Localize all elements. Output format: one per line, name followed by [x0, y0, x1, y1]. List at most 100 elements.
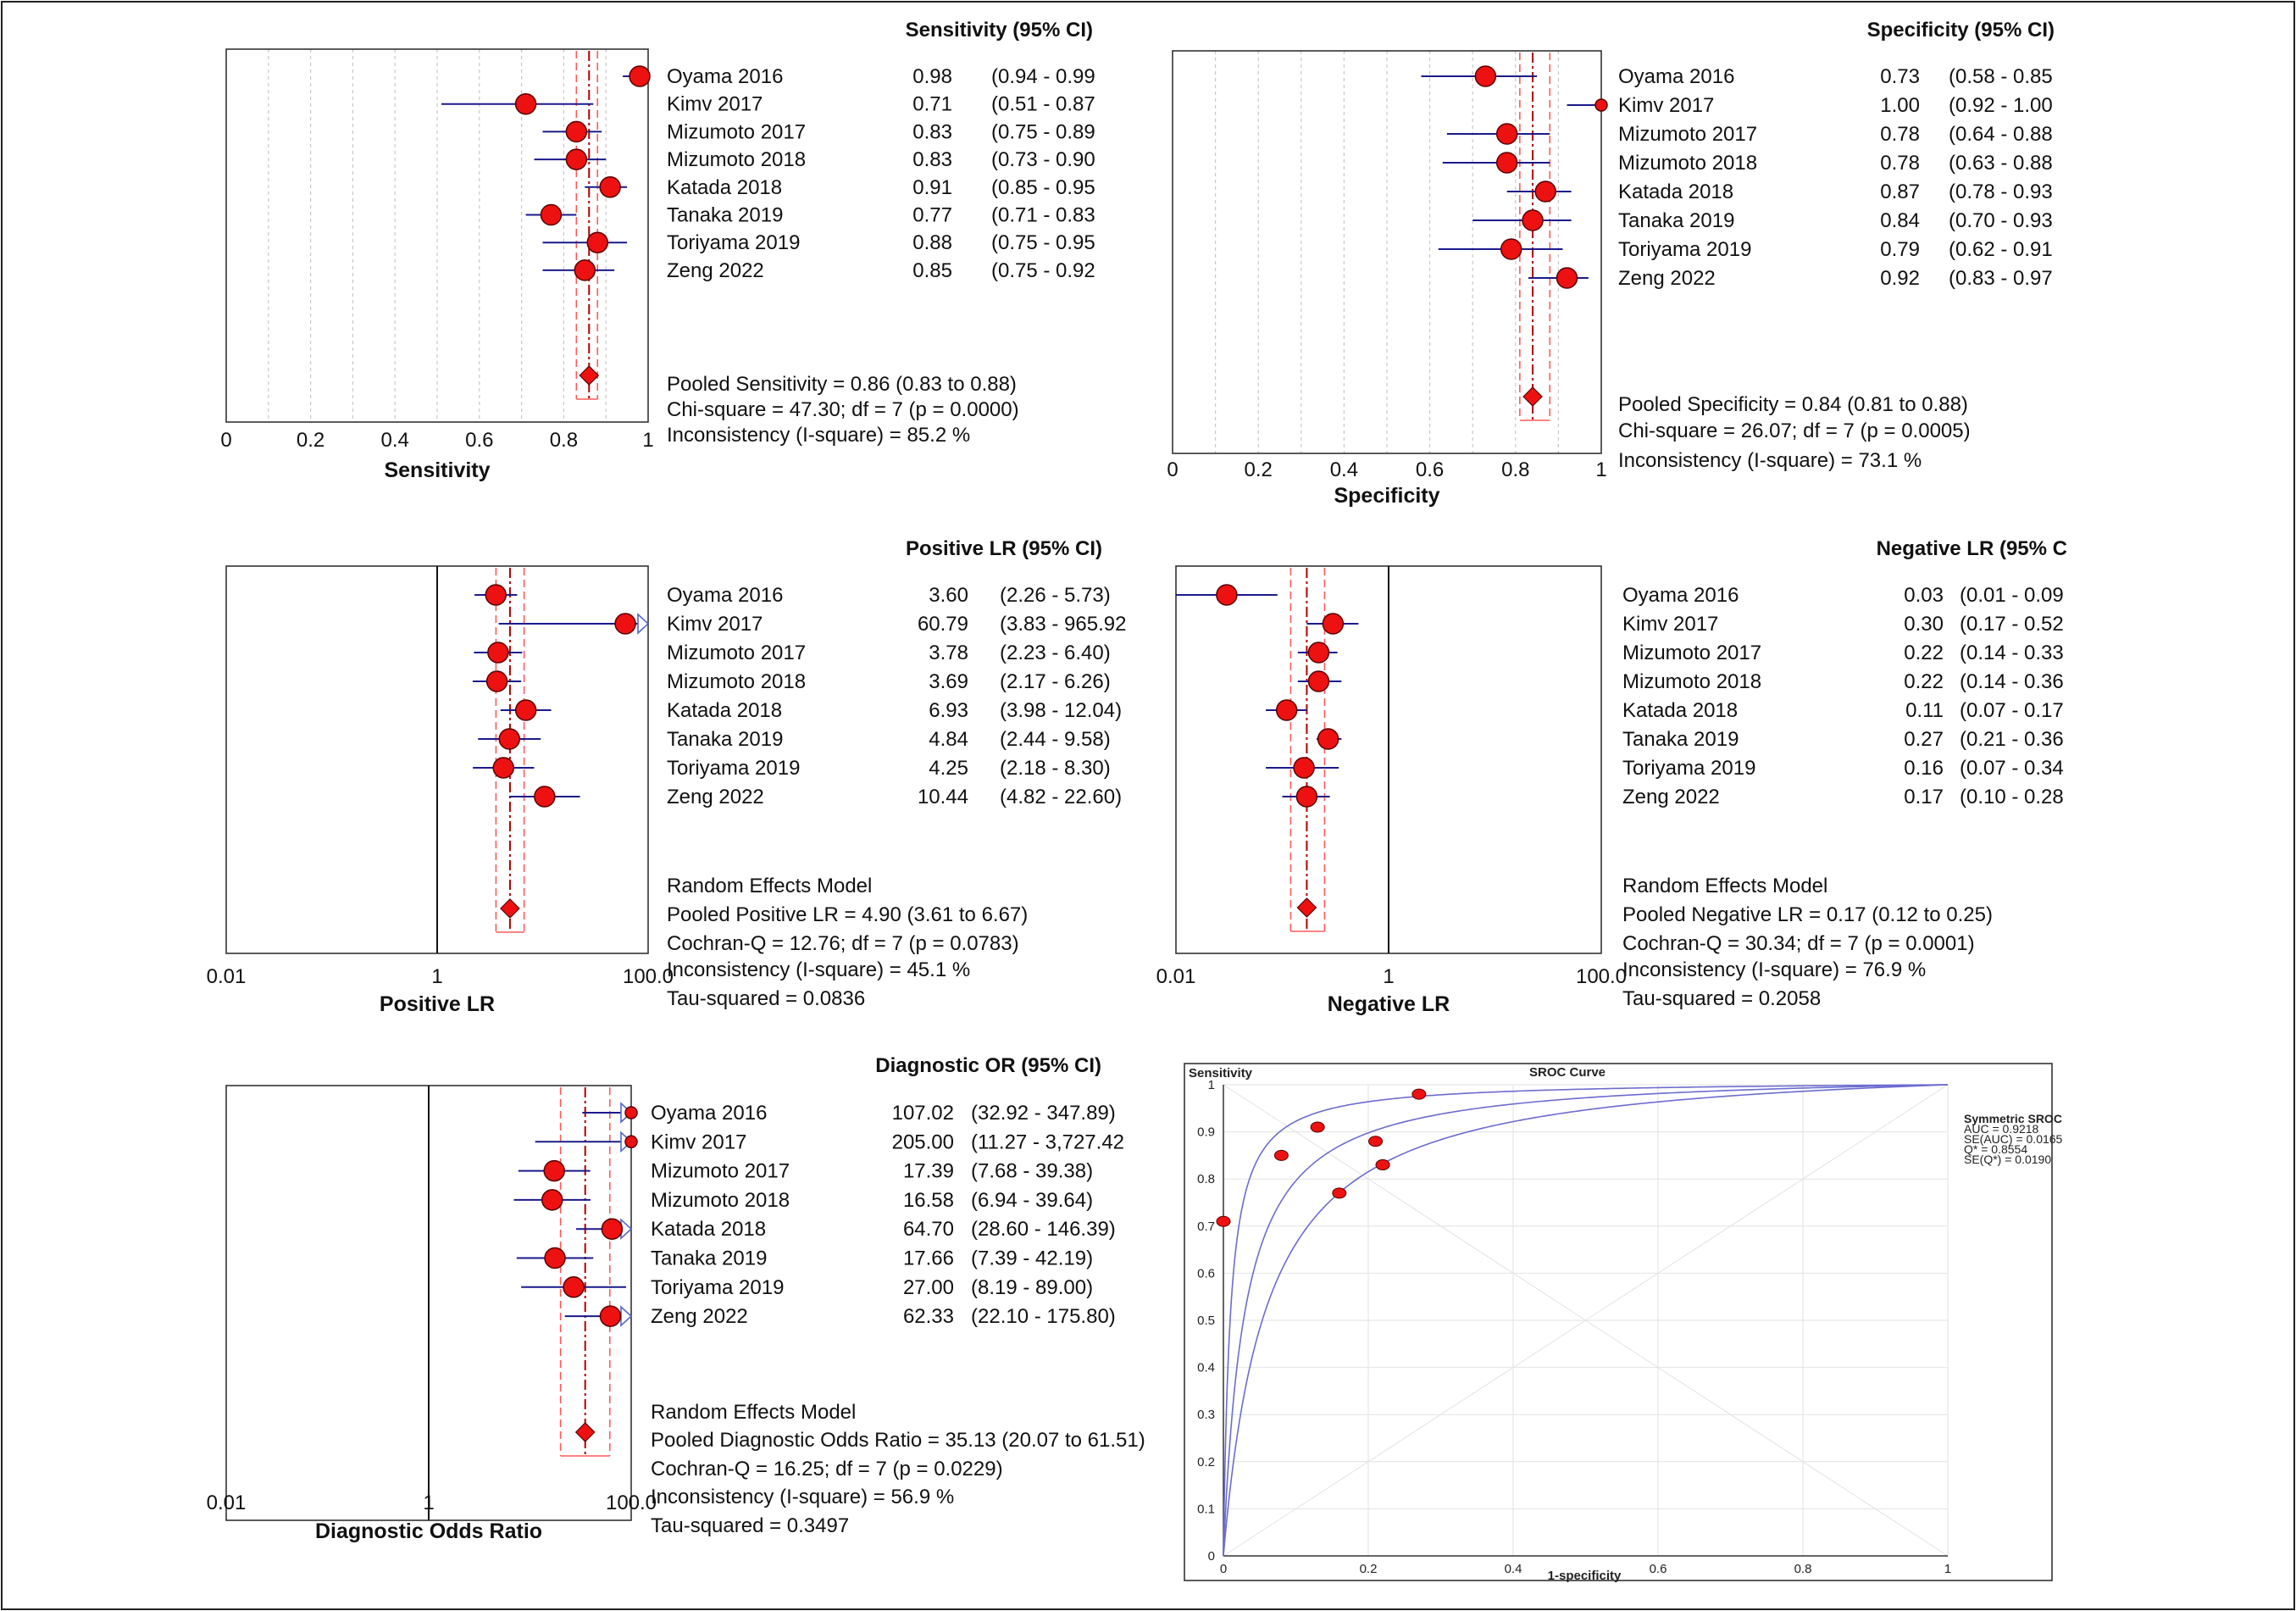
- sroc-curve: [1223, 1084, 1949, 1556]
- study-name: Toriyama 2019: [1622, 757, 1755, 780]
- study-name: Toriyama 2019: [1618, 238, 1751, 261]
- study-ci: (2.26 - 5.73): [1000, 584, 1111, 607]
- x-tick-label: 0.2: [1360, 1562, 1378, 1576]
- study-ci: (6.94 - 39.64): [971, 1189, 1093, 1212]
- x-tick-label: 0.01: [1156, 965, 1196, 988]
- study-ci: (2.44 - 9.58): [1000, 728, 1111, 751]
- summary-line: Pooled Positive LR = 4.90 (3.61 to 6.67): [667, 903, 1028, 926]
- x-tick-label: 100.0: [1576, 965, 1627, 988]
- x-tick-label: 0: [220, 429, 231, 452]
- study-estimate: 0.83: [912, 120, 952, 143]
- study-marker: [543, 1159, 565, 1182]
- y-tick-label: 0.8: [1197, 1172, 1215, 1186]
- x-tick-label: 0.4: [381, 429, 409, 452]
- study-estimate: 17.66: [903, 1247, 954, 1270]
- study-point: [1411, 1088, 1427, 1100]
- forest-panel-plr: Positive LR (95% CI) Oyama 2016 3.60 (2.26 …: [207, 537, 1127, 1016]
- study-marker: [514, 92, 537, 115]
- pooled-diamond: [500, 898, 520, 919]
- study-ci: (0.75 - 0.95: [991, 231, 1095, 254]
- study-name: Zeng 2022: [1622, 786, 1720, 808]
- study-ci: (0.07 - 0.17: [1960, 699, 2064, 722]
- summary-line: Pooled Sensitivity = 0.86 (0.83 to 0.88): [667, 373, 1017, 396]
- pooled-diamond: [1522, 386, 1543, 407]
- study-estimate: 0.87: [1880, 181, 1920, 203]
- summary-line: Cochran-Q = 16.25; df = 7 (p = 0.0229): [651, 1458, 1003, 1480]
- x-tick-label: 1: [431, 965, 442, 988]
- study-ci: (0.94 - 0.99: [991, 65, 1095, 88]
- study-point: [1310, 1121, 1325, 1133]
- study-estimate: 64.70: [903, 1218, 954, 1241]
- study-estimate: 4.84: [929, 728, 968, 751]
- x-axis-label: Sensitivity: [384, 458, 490, 482]
- y-tick-label: 1: [1208, 1078, 1215, 1092]
- study-point: [1368, 1136, 1384, 1147]
- study-ci: (3.83 - 965.92: [1000, 613, 1126, 636]
- panel-title: Positive LR (95% CI): [906, 537, 1102, 560]
- panel-title: Negative LR (95% C: [1877, 537, 2067, 560]
- study-name: Kimv 2017: [667, 613, 763, 636]
- x-tick-label: 0.01: [207, 965, 247, 988]
- study-ci: (0.78 - 0.93: [1949, 181, 2053, 203]
- study-ci: (28.60 - 146.39): [971, 1218, 1116, 1241]
- study-ci: (2.23 - 6.40): [1000, 642, 1111, 664]
- x-tick-label: 1: [1944, 1562, 1951, 1576]
- study-marker: [624, 1106, 638, 1119]
- study-estimate: 0.17: [1904, 786, 1944, 808]
- forest-panel-sens: Sensitivity (95% CI) Oyama 2016 0.98 (0.94 …: [220, 19, 1095, 482]
- study-name: Oyama 2016: [667, 65, 783, 88]
- forest-panel-nlr: Negative LR (95% C Oyama 2016 0.03 (0.01 - …: [1156, 537, 2067, 1016]
- study-name: Mizumoto 2017: [667, 120, 806, 143]
- study-name: Mizumoto 2017: [651, 1160, 790, 1183]
- chart-title: SROC Curve: [1529, 1065, 1606, 1080]
- study-ci: (22.10 - 175.80): [971, 1305, 1116, 1328]
- study-marker: [492, 757, 514, 779]
- study-point: [1375, 1159, 1390, 1171]
- y-tick-label: 0.5: [1197, 1314, 1215, 1328]
- study-marker: [1534, 181, 1556, 203]
- x-tick-label: 0.4: [1330, 458, 1358, 481]
- study-name: Mizumoto 2017: [1622, 642, 1761, 664]
- study-estimate: 10.44: [918, 786, 968, 808]
- study-ci: (0.58 - 0.85: [1949, 65, 2053, 88]
- study-ci: (4.82 - 22.60): [1000, 786, 1122, 808]
- legend-entry: SE(Q*) = 0.0190: [1964, 1153, 2051, 1166]
- plot-frame: [1172, 50, 1602, 454]
- study-estimate: 1.00: [1880, 94, 1920, 117]
- summary-line: Random Effects Model: [1622, 875, 1827, 897]
- study-estimate: 0.22: [1904, 670, 1944, 693]
- study-name: Tanaka 2019: [667, 728, 783, 751]
- study-name: Toriyama 2019: [667, 757, 800, 780]
- study-name: Mizumoto 2018: [1618, 152, 1757, 175]
- study-marker: [1522, 209, 1544, 231]
- study-estimate: 0.11: [1905, 699, 1944, 722]
- study-marker: [1594, 98, 1608, 112]
- study-name: Oyama 2016: [651, 1102, 767, 1125]
- study-marker: [541, 1189, 563, 1211]
- study-estimate: 0.98: [912, 65, 952, 88]
- study-name: Kimv 2017: [1618, 94, 1714, 117]
- x-tick-label: 1: [1595, 458, 1606, 481]
- x-axis-label: Negative LR: [1328, 992, 1450, 1016]
- study-name: Mizumoto 2018: [667, 670, 806, 693]
- study-estimate: 0.79: [1880, 238, 1920, 261]
- study-ci: (0.01 - 0.09: [1960, 584, 2064, 607]
- study-ci: (0.14 - 0.36: [1960, 670, 2064, 693]
- y-tick-label: 0.6: [1197, 1266, 1215, 1280]
- study-marker: [574, 259, 596, 281]
- study-name: Mizumoto 2017: [1618, 123, 1757, 146]
- study-marker: [599, 1305, 622, 1327]
- study-estimate: 4.25: [929, 757, 968, 780]
- y-tick-label: 0.2: [1197, 1455, 1215, 1469]
- study-name: Tanaka 2019: [651, 1247, 767, 1270]
- study-name: Mizumoto 2018: [667, 148, 806, 171]
- summary-line: Inconsistency (I-square) = 76.9 %: [1622, 958, 1926, 981]
- x-tick-label: 1: [1383, 965, 1394, 988]
- study-point: [1273, 1149, 1289, 1161]
- study-marker: [485, 584, 507, 606]
- study-name: Katada 2018: [667, 176, 782, 199]
- study-marker: [1556, 267, 1578, 289]
- study-marker: [614, 613, 636, 635]
